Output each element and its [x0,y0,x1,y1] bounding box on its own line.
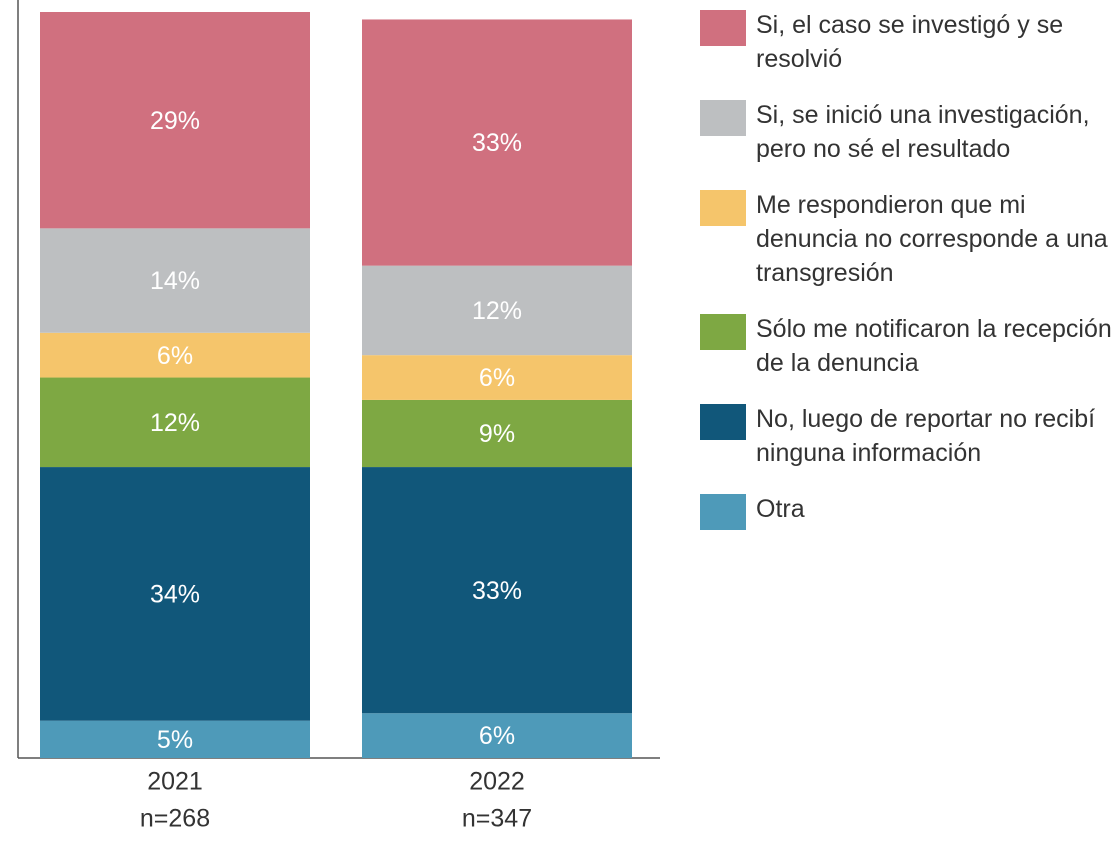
data-label: 6% [157,342,193,370]
x-tick-label: 2022 [469,768,525,796]
legend-swatch [700,314,746,350]
data-label: 34% [150,580,200,608]
legend-swatch [700,404,746,440]
bar-segment [362,19,632,266]
data-label: 33% [472,577,522,605]
legend-item: Si, se inició una investigación, pero no… [700,98,1120,166]
bar-segment [362,467,632,714]
data-label: 6% [479,722,515,750]
bar-segment [40,377,310,468]
data-label: 33% [472,129,522,157]
data-label: 12% [472,297,522,325]
bar-segment [362,265,632,356]
bar-segment [362,713,632,758]
legend-label: No, luego de reportar no recibí ninguna … [756,405,1096,467]
legend-swatch [700,100,746,136]
legend-swatch [700,10,746,46]
data-label: 9% [479,420,515,448]
legend-item: Me respondieron que mi denuncia no corre… [700,188,1120,290]
legend-item: Otra [700,492,1120,530]
x-tick-label: 2021 [147,768,203,796]
x-tick-note: n=347 [462,805,532,833]
bar-segment [362,399,632,468]
legend-label: Si, se inició una investigación, pero no… [756,101,1090,163]
legend-label: Si, el caso se investigó y se resolvió [756,11,1064,73]
legend-label: Otra [756,495,805,523]
legend-item: Sólo me notificaron la recepción de la d… [700,312,1120,380]
bar-segment [40,12,310,229]
bar-segment [40,228,310,333]
legend-item: Si, el caso se investigó y se resolvió [700,8,1120,76]
data-label: 12% [150,409,200,437]
legend-label: Me respondieron que mi denuncia no corre… [756,191,1108,287]
bar-segment [40,467,310,721]
bar-segment [362,355,632,400]
bar-segment [40,720,310,758]
data-label: 5% [157,726,193,754]
bar-segment [40,332,310,378]
legend: Si, el caso se investigó y se resolvió Si… [700,8,1120,552]
data-label: 14% [150,267,200,295]
legend-item: No, luego de reportar no recibí ninguna … [700,402,1120,470]
chart: 5% 34% 12% 6% 14% 29% 2021 n=268 6% 33% 9% 6% 12% 33%… [17,0,660,833]
x-tick-note: n=268 [140,805,210,833]
data-label: 6% [479,364,515,392]
legend-label: Sólo me notificaron la recepción de la d… [756,315,1112,377]
data-label: 29% [150,107,200,135]
legend-swatch [700,494,746,530]
legend-swatch [700,190,746,226]
